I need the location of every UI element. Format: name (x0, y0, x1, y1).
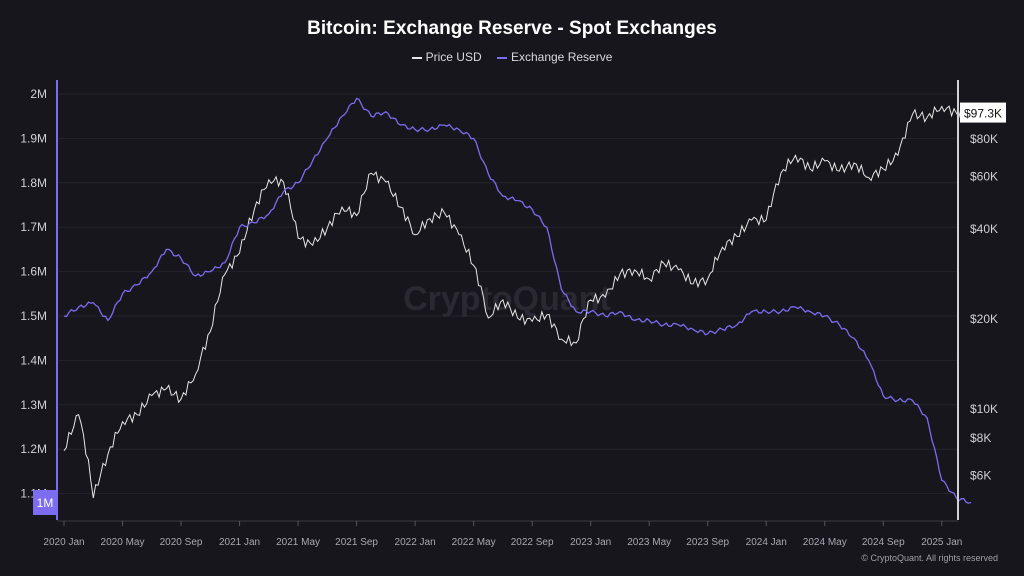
x-tick-label: 2021 Sep (335, 537, 378, 548)
y-left-tick-label: 1.6M (20, 265, 47, 279)
x-tick-label: 2024 Jan (746, 537, 787, 548)
y-right-tick-label: $10K (970, 402, 998, 416)
series-line-exchange-reserve (63, 97, 972, 504)
y-left-tick-label: 2M (30, 87, 47, 101)
x-tick-label: 2023 Jan (570, 537, 611, 548)
x-tick-label: 2022 Jan (395, 537, 436, 548)
y-left-tick-label: 1.9M (20, 131, 47, 145)
legend: Price USD Exchange Reserve (0, 50, 1024, 64)
legend-label-reserve: Exchange Reserve (510, 50, 613, 64)
x-tick-label: 2022 Sep (511, 537, 554, 548)
x-tick-label: 2022 May (452, 537, 496, 548)
y-left-tick-label: 1.8M (20, 176, 47, 190)
x-tick-label: 2025 Jan (921, 537, 962, 548)
x-tick-label: 2023 Sep (686, 537, 729, 548)
series-line-price-usd (63, 105, 972, 499)
y-left-tick-label: 1.3M (20, 398, 47, 412)
y-right-tick-label: $8K (970, 431, 991, 445)
left-current-value-badge (33, 490, 57, 515)
chart-title: Bitcoin: Exchange Reserve - Spot Exchang… (307, 18, 717, 39)
y-right-tick-label: $40K (970, 222, 998, 236)
y-left-tick-label: 1.5M (20, 309, 47, 323)
x-tick-label: 2021 Jan (219, 537, 260, 548)
y-right-tick-label: $60K (970, 169, 998, 183)
y-left-tick-label: 1.2M (20, 442, 47, 456)
legend-item-reserve[interactable]: Exchange Reserve (496, 50, 613, 64)
right-current-value: $97.3K (964, 107, 1002, 121)
x-tick-label: 2021 May (276, 537, 320, 548)
legend-item-price[interactable]: Price USD (411, 50, 482, 64)
legend-swatch-price (411, 56, 422, 59)
y-right-tick-label: $20K (970, 312, 998, 326)
x-tick-label: 2024 Sep (862, 537, 905, 548)
x-tick-label: 2020 May (101, 537, 145, 548)
legend-swatch-reserve (496, 56, 507, 59)
left-current-value: 1M (37, 496, 54, 510)
x-tick-label: 2020 Sep (160, 537, 203, 548)
x-tick-label: 2020 Jan (43, 537, 84, 548)
x-tick-label: 2024 May (803, 537, 847, 548)
legend-label-price: Price USD (425, 50, 482, 64)
x-tick-label: 2023 May (627, 537, 671, 548)
credit: © CryptoQuant. All rights reserved (861, 553, 998, 563)
y-left-tick-label: 1.7M (20, 220, 47, 234)
right-current-value-badge (960, 102, 1006, 123)
y-left-tick-label: 1.4M (20, 353, 47, 367)
y-right-tick-label: $80K (970, 132, 998, 146)
y-right-tick-label: $6K (970, 468, 991, 482)
